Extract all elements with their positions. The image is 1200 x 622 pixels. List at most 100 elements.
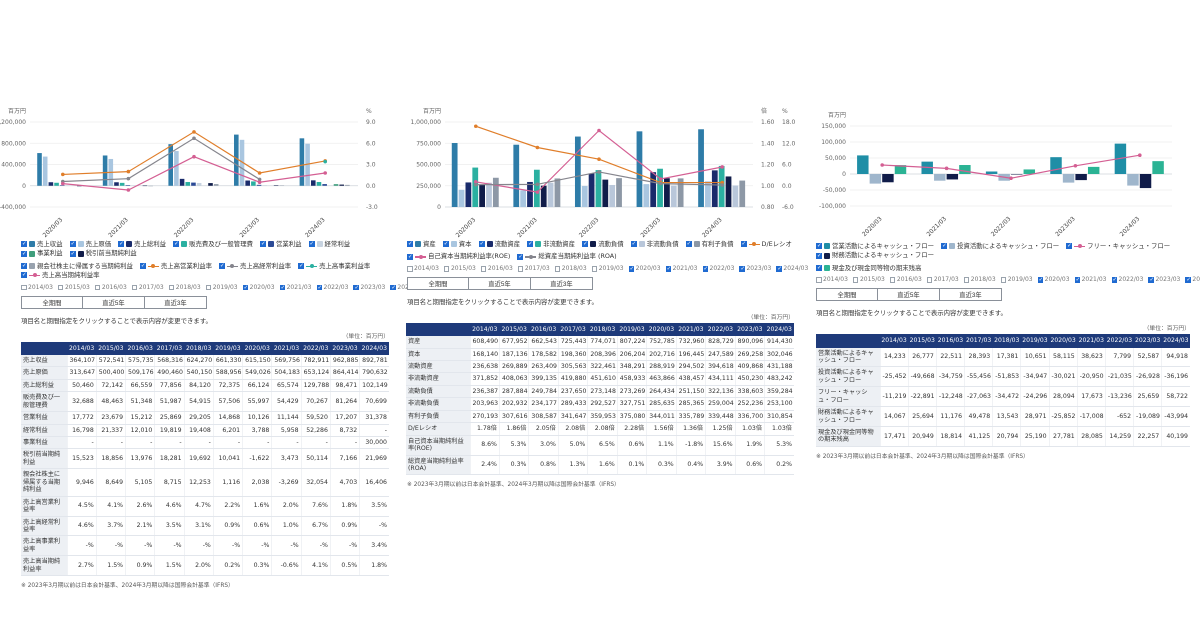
year-checkbox-2016-03[interactable]: 2016/03 bbox=[94, 284, 127, 291]
legend-item-cash-flow-0[interactable]: 営業活動によるキャッシュ・フロー bbox=[816, 243, 934, 250]
row-label-balance-sheet-9[interactable]: 総資産当期純利益率 (ROA) bbox=[406, 455, 470, 476]
legend-item-income-statement-9[interactable]: 売上高営業利益率 bbox=[139, 262, 212, 270]
year-checkbox-2022-03[interactable]: 2022/03 bbox=[702, 265, 734, 272]
year-checkbox-2017-03[interactable]: 2017/03 bbox=[926, 277, 959, 283]
year-checkbox-2014-03[interactable]: 2014/03 bbox=[21, 284, 53, 291]
row-label-income-statement-8[interactable]: 親会社株主に帰属する当期純利益 bbox=[21, 468, 67, 497]
year-checkbox-2018-03[interactable]: 2018/03 bbox=[963, 277, 996, 283]
year-checkbox-2015-03[interactable]: 2015/03 bbox=[852, 277, 885, 283]
year-checkbox-2020-03[interactable]: 2020/03 bbox=[1037, 277, 1070, 284]
row-label-balance-sheet-0[interactable]: 資産 bbox=[406, 336, 470, 349]
period-button-last-3y[interactable]: 直近3年 bbox=[531, 276, 593, 290]
row-label-cash-flow-4[interactable]: 現金及び現金同等物の期末残高 bbox=[816, 426, 880, 447]
period-button-last-3y[interactable]: 直近3年 bbox=[145, 295, 207, 309]
legend-item-income-statement-3[interactable]: 販売費及び一般管理費 bbox=[173, 241, 253, 248]
legend-item-balance-sheet-1[interactable]: 資本 bbox=[442, 241, 472, 248]
row-label-balance-sheet-1[interactable]: 資本 bbox=[406, 348, 470, 362]
legend-item-income-statement-12[interactable]: 売上高当期純利益率 bbox=[21, 272, 100, 279]
year-checkbox-2023-03[interactable]: 2023/03 bbox=[739, 265, 771, 272]
legend-item-balance-sheet-0[interactable]: 資産 bbox=[407, 241, 436, 248]
legend-item-income-statement-11[interactable]: 売上高事業利益率 bbox=[298, 262, 370, 270]
row-label-balance-sheet-8[interactable]: 自己資本当期純利益率(ROE) bbox=[406, 435, 470, 456]
year-checkbox-2024-03[interactable]: 2024/03 bbox=[1185, 277, 1200, 284]
year-checkbox-2017-03[interactable]: 2017/03 bbox=[517, 265, 550, 272]
row-label-income-statement-6[interactable]: 事業利益 bbox=[21, 436, 67, 450]
year-checkbox-2016-03[interactable]: 2016/03 bbox=[889, 277, 922, 283]
legend-item-balance-sheet-7[interactable]: D/Eレシオ bbox=[740, 241, 792, 248]
period-button-last-5y[interactable]: 直近5年 bbox=[469, 276, 531, 290]
row-label-income-statement-10[interactable]: 売上高経常利益率 bbox=[21, 516, 67, 537]
year-checkbox-2021-03[interactable]: 2021/03 bbox=[1074, 277, 1107, 284]
period-button-all[interactable]: 全期間 bbox=[816, 288, 878, 302]
period-button-last-5y[interactable]: 直近5年 bbox=[878, 288, 940, 302]
row-label-cash-flow-0[interactable]: 営業活動によるキャッシュ・フロー bbox=[816, 347, 880, 368]
legend-item-balance-sheet-2[interactable]: 流動資産 bbox=[478, 241, 520, 248]
legend-item-income-statement-1[interactable]: 売上原価 bbox=[69, 241, 111, 248]
row-label-income-statement-9[interactable]: 売上高営業利益率 bbox=[21, 496, 67, 517]
legend-item-income-statement-10[interactable]: 売上高経常利益率 bbox=[218, 262, 291, 270]
year-checkbox-2024-03[interactable]: 2024/03 bbox=[776, 265, 808, 272]
legend-item-income-statement-7[interactable]: 税引前当期純利益 bbox=[69, 250, 137, 258]
legend-item-income-statement-4[interactable]: 営業利益 bbox=[259, 241, 302, 248]
legend-item-balance-sheet-8[interactable]: 自己資本当期純利益率(ROE) bbox=[407, 253, 510, 261]
row-label-income-statement-2[interactable]: 売上総利益 bbox=[21, 379, 67, 393]
legend-label: 流動負債 bbox=[598, 240, 624, 248]
legend-item-cash-flow-3[interactable]: 財務活動によるキャッシュ・フロー bbox=[816, 252, 934, 260]
year-checkbox-2019-03[interactable]: 2019/03 bbox=[205, 284, 238, 291]
row-label-income-statement-4[interactable]: 営業利益 bbox=[21, 411, 67, 425]
legend-item-balance-sheet-9[interactable]: 総資産当期純利益率 (ROA) bbox=[517, 253, 617, 261]
svg-text:150,000: 150,000 bbox=[821, 123, 846, 130]
period-button-last-5y[interactable]: 直近5年 bbox=[83, 295, 145, 309]
legend-item-income-statement-8[interactable]: 親会社株主に帰属する当期純利益 bbox=[21, 262, 133, 270]
year-checkbox-2023-03[interactable]: 2023/03 bbox=[1148, 277, 1180, 284]
year-checkbox-2020-03[interactable]: 2020/03 bbox=[242, 284, 275, 291]
year-checkbox-2019-03[interactable]: 2019/03 bbox=[591, 265, 624, 272]
legend-item-income-statement-2[interactable]: 売上総利益 bbox=[118, 241, 166, 248]
row-label-income-statement-0[interactable]: 売上収益 bbox=[21, 354, 67, 368]
year-checkbox-2018-03[interactable]: 2018/03 bbox=[168, 284, 201, 291]
period-button-all[interactable]: 全期間 bbox=[407, 276, 469, 290]
year-checkbox-2015-03[interactable]: 2015/03 bbox=[443, 265, 476, 272]
year-checkbox-2015-03[interactable]: 2015/03 bbox=[57, 284, 90, 291]
year-checkbox-2019-03[interactable]: 2019/03 bbox=[1000, 277, 1033, 283]
year-checkbox-2016-03[interactable]: 2016/03 bbox=[480, 265, 513, 272]
year-checkbox-2022-03[interactable]: 2022/03 bbox=[1111, 277, 1143, 284]
year-checkbox-2018-03[interactable]: 2018/03 bbox=[554, 265, 587, 272]
row-label-balance-sheet-5[interactable]: 非流動負債 bbox=[406, 397, 470, 411]
cell-value: 287,884 bbox=[498, 385, 529, 399]
legend-item-cash-flow-4[interactable]: 現金及び現金同等物の期末残高 bbox=[816, 264, 921, 272]
legend-item-balance-sheet-5[interactable]: 非流動負債 bbox=[630, 241, 679, 248]
legend-item-cash-flow-2[interactable]: フリー・キャッシュ・フロー bbox=[1066, 243, 1170, 250]
row-label-balance-sheet-3[interactable]: 非流動資産 bbox=[406, 372, 470, 386]
row-label-cash-flow-1[interactable]: 投資活動によるキャッシュ・フロー bbox=[816, 366, 880, 388]
year-checkbox-2020-03[interactable]: 2020/03 bbox=[628, 265, 661, 272]
row-label-income-statement-11[interactable]: 売上高事業利益率 bbox=[21, 535, 67, 557]
legend-item-income-statement-0[interactable]: 売上収益 bbox=[21, 241, 63, 248]
row-label-income-statement-3[interactable]: 販売費及び一般管理費 bbox=[21, 391, 67, 413]
row-label-balance-sheet-6[interactable]: 有利子負債 bbox=[406, 410, 470, 424]
row-label-income-statement-12[interactable]: 売上高当期純利益率 bbox=[21, 555, 67, 577]
legend-item-balance-sheet-3[interactable]: 非流動資産 bbox=[527, 241, 575, 248]
legend-item-balance-sheet-4[interactable]: 流動負債 bbox=[582, 240, 624, 248]
year-checkbox-2014-03[interactable]: 2014/03 bbox=[816, 277, 848, 283]
row-label-balance-sheet-4[interactable]: 流動負債 bbox=[406, 385, 470, 399]
year-checkbox-2021-03[interactable]: 2021/03 bbox=[279, 284, 312, 291]
row-label-income-statement-7[interactable]: 税引前当期純利益 bbox=[21, 448, 67, 470]
year-checkbox-2023-03[interactable]: 2023/03 bbox=[353, 284, 385, 291]
period-button-all[interactable]: 全期間 bbox=[21, 295, 83, 309]
row-label-balance-sheet-2[interactable]: 流動資産 bbox=[406, 360, 470, 374]
row-label-cash-flow-2[interactable]: フリー・キャッシュ・フロー bbox=[816, 386, 880, 408]
year-checkbox-2021-03[interactable]: 2021/03 bbox=[665, 265, 698, 272]
period-button-last-3y[interactable]: 直近3年 bbox=[940, 288, 1002, 302]
row-label-income-statement-1[interactable]: 売上原価 bbox=[21, 366, 67, 380]
row-label-income-statement-5[interactable]: 経常利益 bbox=[21, 424, 67, 438]
year-checkbox-2022-03[interactable]: 2022/03 bbox=[316, 284, 348, 291]
legend-item-income-statement-5[interactable]: 経常利益 bbox=[308, 241, 350, 248]
year-checkbox-2014-03[interactable]: 2014/03 bbox=[407, 265, 439, 272]
row-label-cash-flow-3[interactable]: 財務活動によるキャッシュ・フロー bbox=[816, 406, 880, 428]
legend-item-cash-flow-1[interactable]: 投資活動によるキャッシュ・フロー bbox=[941, 243, 1059, 250]
year-checkbox-2017-03[interactable]: 2017/03 bbox=[131, 284, 164, 291]
row-label-balance-sheet-7[interactable]: D/Eレシオ bbox=[406, 422, 470, 436]
legend-item-income-statement-6[interactable]: 事業利益 bbox=[21, 250, 63, 258]
legend-item-balance-sheet-6[interactable]: 有利子負債 bbox=[685, 241, 734, 248]
